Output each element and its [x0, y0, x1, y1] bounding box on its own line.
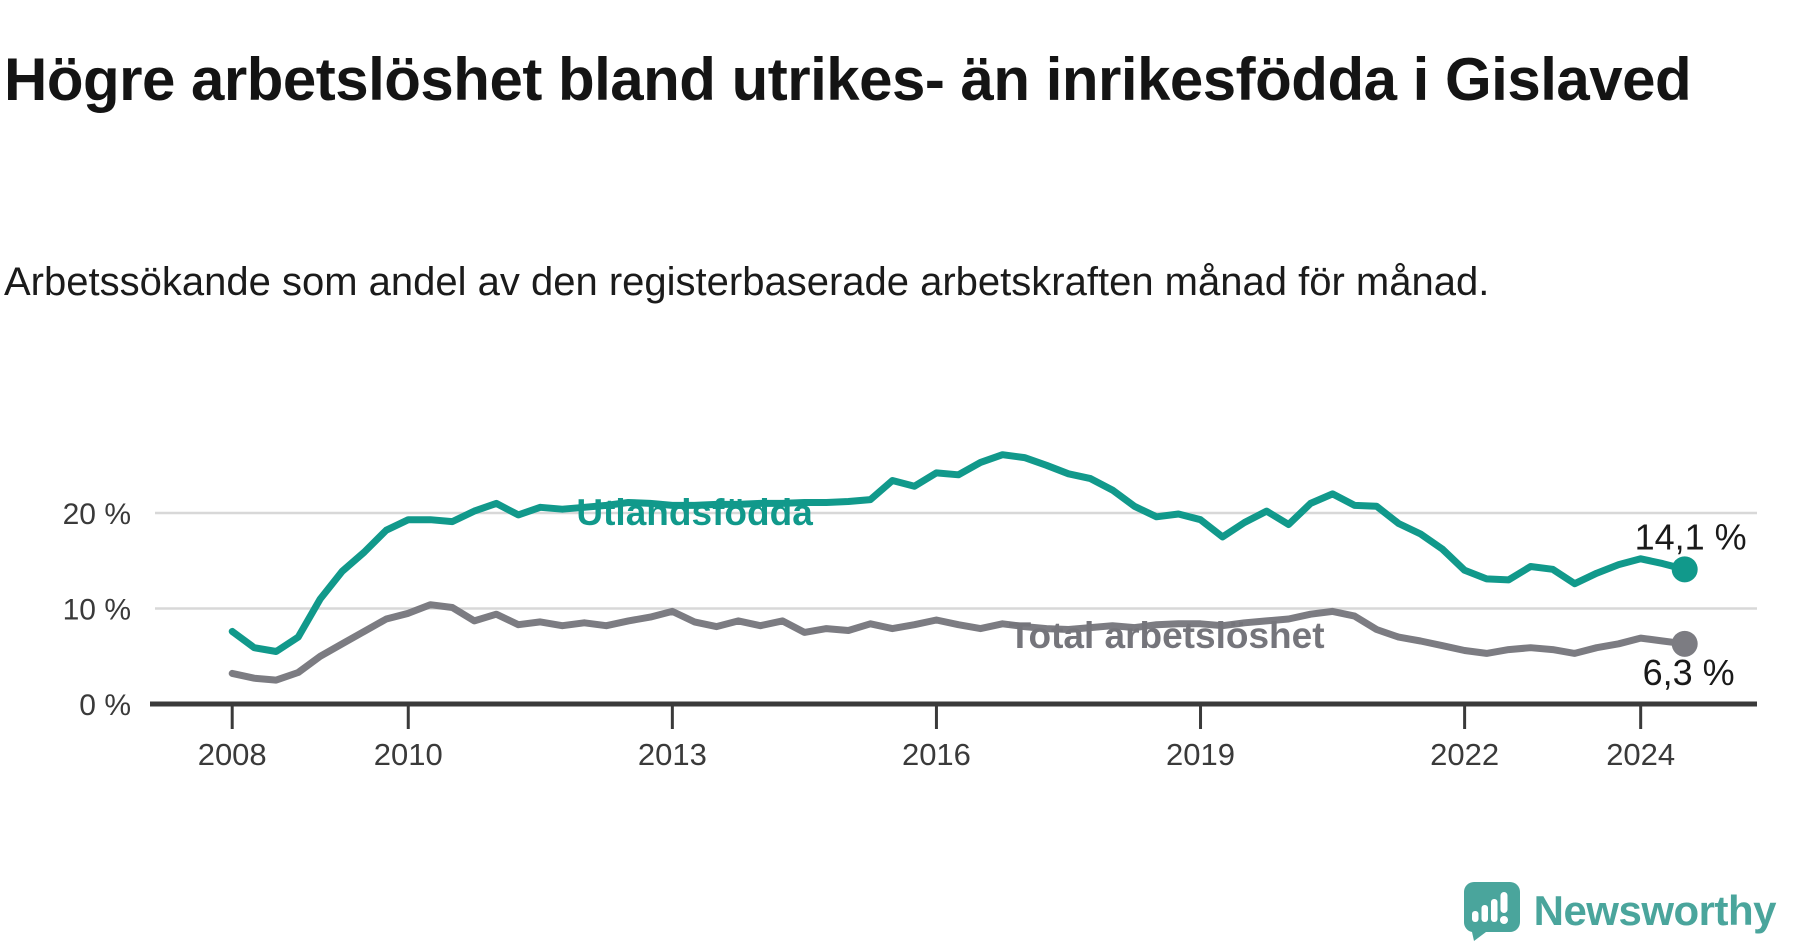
series-label: Utlandsfödda — [576, 492, 813, 533]
series-end-dot — [1671, 556, 1698, 583]
series-label: Total arbetslöshet — [1009, 615, 1325, 656]
newsworthy-logo-text: Newsworthy — [1533, 887, 1777, 934]
series-line-utlandsfodda — [228, 451, 1689, 655]
x-tick-label: 2010 — [374, 737, 443, 772]
y-tick-label: 0 % — [79, 689, 131, 722]
x-tick-label: 2022 — [1430, 737, 1499, 772]
x-tick-label: 2016 — [902, 737, 971, 772]
newsworthy-logo: Newsworthy — [1458, 880, 1777, 942]
newsworthy-logo-icon — [1463, 882, 1520, 941]
y-tick-label: 20 % — [63, 498, 131, 531]
x-tick-label: 2019 — [1166, 737, 1235, 772]
x-tick-label: 2013 — [638, 737, 707, 772]
y-tick-label: 10 % — [63, 594, 131, 627]
series-line-total — [228, 601, 1689, 684]
end-value-label: 14,1 % — [1635, 516, 1747, 557]
end-value-label: 6,3 % — [1643, 652, 1735, 693]
series-end-dot — [1671, 630, 1698, 657]
x-tick-label: 2008 — [198, 737, 267, 772]
page-title: Högre arbetslöshet bland utrikes- än inr… — [4, 46, 1692, 114]
x-tick-label: 2024 — [1606, 737, 1675, 772]
chart-subtitle: Arbetssökande som andel av den registerb… — [4, 260, 1490, 304]
